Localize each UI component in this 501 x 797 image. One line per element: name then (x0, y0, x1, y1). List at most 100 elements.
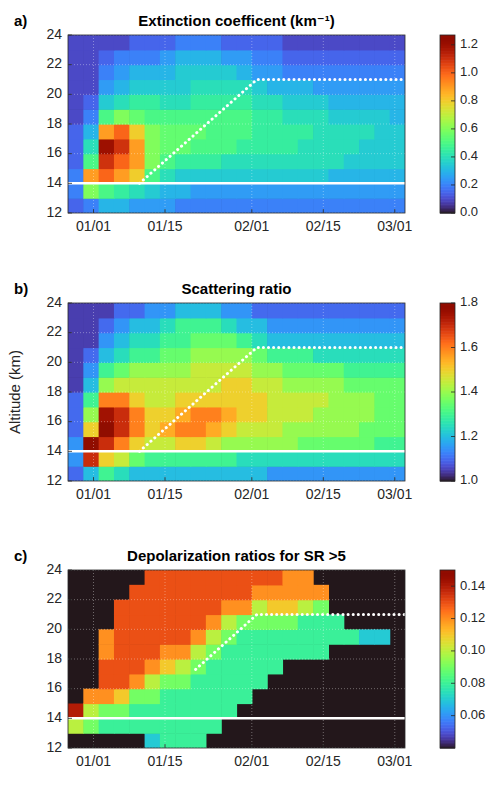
y-tick-label: 24 (46, 294, 62, 310)
x-tick-label: 01/01 (76, 486, 111, 502)
colorbar-frame (440, 35, 455, 213)
heatmap-cell (99, 704, 115, 719)
heatmap-cell (206, 451, 222, 466)
heatmap-cell (129, 35, 145, 50)
colorbar-tick (451, 618, 455, 619)
heatmap-cell (114, 659, 130, 674)
heatmap-cell (237, 183, 253, 198)
heatmap-cell (129, 50, 145, 65)
heatmap-cell (282, 65, 298, 80)
y-tick-label: 22 (46, 323, 62, 339)
heatmap-cell (267, 183, 283, 198)
heatmap-cell (252, 35, 268, 50)
heatmap-cell (114, 704, 130, 719)
heatmap-cell (267, 466, 283, 481)
heatmap-cell (129, 154, 145, 169)
heatmap-cell (160, 348, 176, 363)
heatmap-cell (114, 629, 130, 644)
heatmap-cell (206, 718, 222, 733)
heatmap-cell (298, 35, 314, 50)
heatmap-cell (206, 392, 222, 407)
heatmap-cell (145, 94, 161, 109)
heatmap-cell (68, 718, 84, 733)
colorbar-frame (440, 570, 455, 748)
heatmap-cell (83, 35, 99, 50)
heatmap-cell (129, 169, 145, 184)
heatmap-cell (83, 65, 99, 80)
heatmap-cell (359, 183, 375, 198)
heatmap-cell (298, 109, 314, 124)
heatmap-cell (191, 466, 207, 481)
heatmap-cell (252, 451, 268, 466)
heatmap-cell (160, 733, 176, 748)
colorbar-tick (451, 347, 455, 348)
heatmap-cell (359, 466, 375, 481)
heatmap-cell (267, 109, 283, 124)
grid-line (68, 362, 405, 363)
heatmap-cell (359, 629, 375, 644)
heatmap-cell (344, 362, 360, 377)
heatmap-cell (237, 451, 253, 466)
heatmap-cell (390, 80, 405, 95)
heatmap-cell (83, 704, 99, 719)
heatmap-cell (313, 392, 329, 407)
heatmap-cell (282, 35, 298, 50)
heatmap-cell (359, 65, 375, 80)
reference-line (196, 615, 405, 670)
heatmap-cell (129, 109, 145, 124)
heatmap-cell (390, 183, 405, 198)
heatmap-cell (206, 65, 222, 80)
heatmap-cell (237, 318, 253, 333)
heatmap-cell (145, 451, 161, 466)
heatmap-cell (129, 94, 145, 109)
heatmap-cell (114, 109, 130, 124)
heatmap-cell (298, 615, 314, 630)
tick-mark (323, 477, 324, 481)
heatmap-cell (344, 466, 360, 481)
heatmap-cell (191, 109, 207, 124)
tick-mark (68, 688, 72, 689)
heatmap-cell (359, 362, 375, 377)
heatmap-cell (374, 451, 390, 466)
heatmap-cell (298, 65, 314, 80)
heatmap-cell (344, 348, 360, 363)
heatmap-cell (160, 674, 176, 689)
colorbar-tick-label: 1.6 (460, 339, 478, 354)
heatmap-cell (145, 318, 161, 333)
heatmap-cell (313, 50, 329, 65)
panel-title: Depolarization ratios for SR >5 (127, 547, 346, 564)
x-tick-label: 02/15 (306, 753, 341, 769)
heatmap-cell (328, 198, 344, 213)
heatmap-cell (282, 629, 298, 644)
heatmap-cell (160, 570, 176, 585)
x-tick-label: 03/01 (377, 218, 412, 234)
heatmap-cell (374, 94, 390, 109)
heatmap-cell (390, 377, 405, 392)
heatmap-cell (282, 183, 298, 198)
heatmap-cell (99, 451, 115, 466)
heatmap-cell (374, 198, 390, 213)
heatmap-cell (83, 392, 99, 407)
heatmap-cell (267, 451, 283, 466)
heatmap-cell (328, 303, 344, 318)
heatmap-cell (344, 109, 360, 124)
heatmap-cell (114, 674, 130, 689)
heatmap-cell (328, 466, 344, 481)
heatmap-cell (114, 718, 130, 733)
heatmap-cell (313, 362, 329, 377)
heatmap-cell (282, 124, 298, 139)
tick-mark (68, 481, 72, 482)
heatmap-cell (298, 377, 314, 392)
colorbar-tick (451, 392, 455, 393)
heatmap-cell (191, 303, 207, 318)
heatmap-cell (282, 169, 298, 184)
reference-line (139, 80, 405, 184)
heatmap-cell (145, 139, 161, 154)
heatmap-cell (313, 139, 329, 154)
heatmap-cell (191, 348, 207, 363)
heatmap-cell (160, 124, 176, 139)
colorbar-tick-label: 1.0 (460, 64, 478, 79)
y-tick-label: 18 (46, 383, 62, 399)
heatmap-cell (390, 437, 405, 452)
heatmap-cell (175, 615, 191, 630)
